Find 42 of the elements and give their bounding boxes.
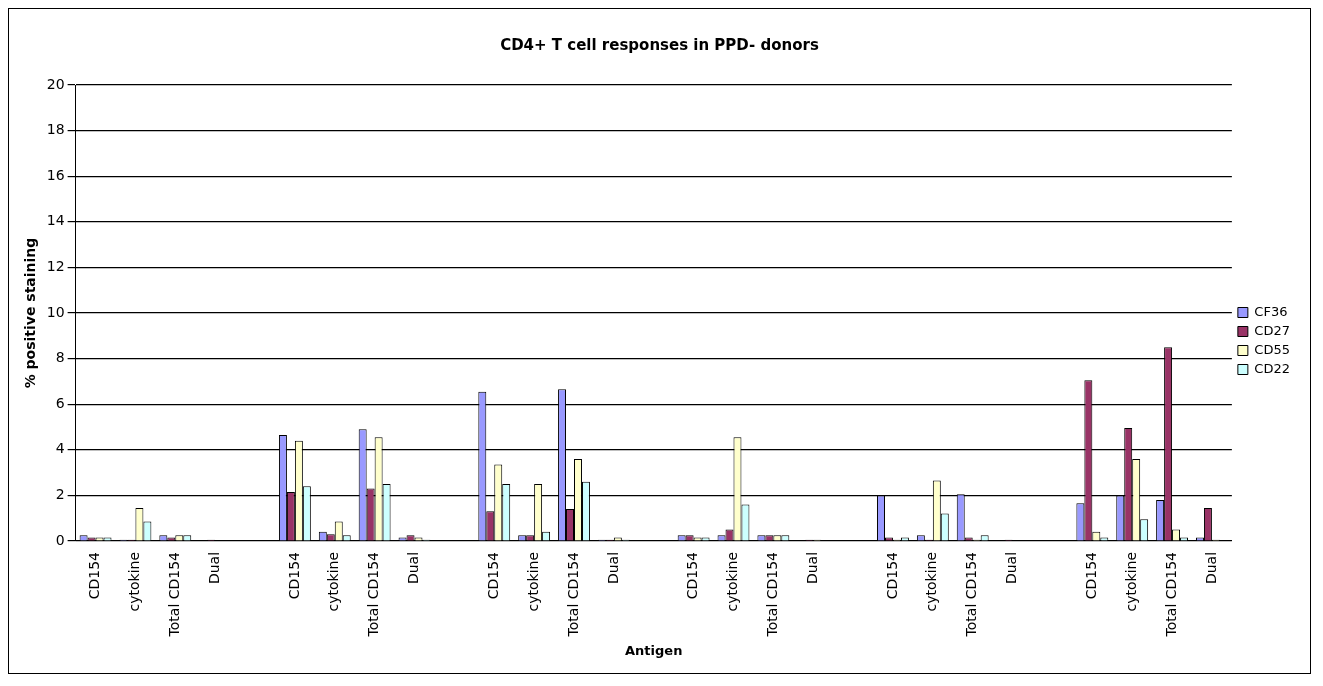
y-tick-label: 4 [55,440,65,457]
y-tick-label: 0 [55,531,65,548]
x-axis-title: Antigen [625,642,683,658]
x-tick-label: Dual [1202,551,1219,585]
x-tick-label: Total CD154 [165,551,182,638]
x-tick-label: cytokine [126,551,143,612]
x-tick-label: CD154 [484,551,501,600]
x-tick-label: Dual [205,551,222,585]
x-tick-label: cytokine [524,551,541,612]
x-tick-label: Total CD154 [1162,551,1179,638]
y-tick-label: 10 [46,303,65,320]
x-tick-label: Dual [1003,551,1020,585]
legend-label: CD55 [1254,341,1291,357]
chart-title: CD4+ T cell responses in PPD- donors [500,35,819,54]
x-tick-label: cytokine [325,551,342,612]
y-tick-label: 16 [46,166,65,183]
x-tick-label: Dual [803,551,820,585]
x-tick-label: CD154 [883,551,900,600]
y-tick-label: 2 [55,486,65,503]
x-tick-label: Total CD154 [963,551,980,638]
x-tick-label: CD154 [285,551,302,600]
x-tick-label: Dual [604,551,621,585]
x-tick-label: cytokine [1122,551,1139,612]
y-axis-title: % positive staining [22,237,39,389]
y-tick-label: 14 [46,212,65,229]
x-tick-label: cytokine [923,551,940,612]
legend-label: CD27 [1254,322,1291,338]
x-tick-label: Total CD154 [365,551,382,638]
x-tick-label: CD154 [86,551,103,600]
y-tick-label: 20 [46,75,65,92]
x-tick-label: cytokine [724,551,741,612]
y-tick-label: 8 [55,349,65,366]
x-tick-label: Total CD154 [764,551,780,638]
legend-label: CF36 [1254,303,1288,319]
y-tick-label: 12 [46,258,65,275]
y-tick-label: 6 [55,394,65,411]
legend-label: CD22 [1254,360,1291,376]
x-tick-label: Total CD154 [564,551,581,638]
y-tick-label: 18 [46,121,65,138]
x-tick-label: Dual [405,551,422,585]
x-tick-label: CD154 [1082,551,1099,600]
x-tick-label: CD154 [684,551,701,600]
